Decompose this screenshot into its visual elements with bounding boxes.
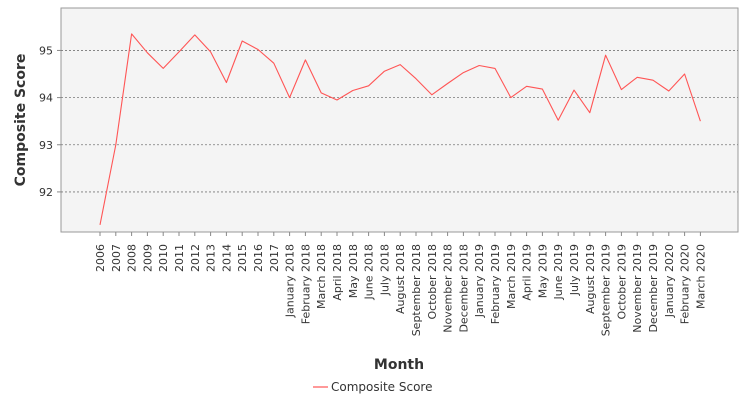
data-point xyxy=(510,96,512,98)
data-point xyxy=(383,70,385,72)
x-axis-ticks: 2006 2007 2008 2009 2010 2011 2012 2013 2014 2015… xyxy=(94,232,707,336)
x-tick-label: November 2019 xyxy=(631,244,644,333)
x-tick-label: January 2018 xyxy=(284,244,297,318)
legend: Composite Score xyxy=(313,380,432,394)
data-point xyxy=(699,120,701,122)
x-tick-label: April 2019 xyxy=(521,244,534,301)
data-point xyxy=(525,85,527,87)
x-tick-label: 2016 xyxy=(252,244,265,272)
data-point xyxy=(431,94,433,96)
data-point xyxy=(178,51,180,53)
legend-label: Composite Score xyxy=(331,380,432,394)
x-tick-label: March 2020 xyxy=(694,244,707,309)
data-point xyxy=(620,88,622,90)
data-point xyxy=(462,71,464,73)
x-tick-label: 2008 xyxy=(126,244,139,272)
y-tick-label: 94 xyxy=(39,92,53,105)
x-tick-label: June 2018 xyxy=(363,244,376,300)
data-point xyxy=(162,67,164,69)
data-point xyxy=(288,96,290,98)
x-tick-label: December 2018 xyxy=(457,244,470,333)
x-tick-label: February 2020 xyxy=(679,244,692,324)
data-point xyxy=(99,224,101,226)
x-tick-label: April 2018 xyxy=(331,244,344,301)
data-point xyxy=(367,85,369,87)
x-tick-label: 2017 xyxy=(268,244,281,272)
data-point xyxy=(415,78,417,80)
x-tick-label: September 2018 xyxy=(410,244,423,336)
data-point xyxy=(320,92,322,94)
data-point xyxy=(478,64,480,66)
plot-area xyxy=(60,7,739,233)
x-tick-label: November 2018 xyxy=(442,244,455,333)
data-point xyxy=(652,79,654,81)
x-tick-label: September 2019 xyxy=(600,244,613,336)
data-point xyxy=(589,111,591,113)
data-point xyxy=(494,67,496,69)
data-point xyxy=(209,51,211,53)
series-line-composite-score xyxy=(99,33,701,226)
data-point xyxy=(146,52,148,54)
x-axis-title: Month xyxy=(374,357,424,373)
y-axis-ticks: 92 93 94 95 xyxy=(39,44,61,199)
y-tick-label: 93 xyxy=(39,139,53,152)
data-point xyxy=(399,63,401,65)
x-tick-label: June 2019 xyxy=(552,244,565,300)
x-tick-label: August 2019 xyxy=(584,244,597,314)
grid-lines xyxy=(61,50,738,193)
data-point xyxy=(573,89,575,91)
y-tick-label: 95 xyxy=(39,44,53,57)
data-point xyxy=(636,76,638,78)
data-point xyxy=(304,59,306,61)
x-tick-label: May 2019 xyxy=(536,244,549,298)
y-axis-title: Composite Score xyxy=(13,54,29,187)
x-tick-label: February 2018 xyxy=(299,244,312,324)
data-point xyxy=(352,89,354,91)
x-tick-label: 2007 xyxy=(110,244,123,272)
x-tick-label: July 2018 xyxy=(378,244,391,296)
y-tick-label: 92 xyxy=(39,186,53,199)
data-point xyxy=(446,82,448,84)
x-tick-label: July 2019 xyxy=(568,244,581,296)
x-tick-label: January 2020 xyxy=(663,244,676,318)
series-layer xyxy=(99,33,701,226)
x-tick-label: 2012 xyxy=(189,244,202,272)
data-point xyxy=(668,90,670,92)
x-tick-label: October 2019 xyxy=(615,244,628,320)
data-point xyxy=(241,40,243,42)
x-tick-label: October 2018 xyxy=(426,244,439,320)
data-point xyxy=(257,48,259,50)
x-tick-label: 2015 xyxy=(236,244,249,272)
x-tick-label: 2009 xyxy=(141,244,154,272)
x-tick-label: February 2019 xyxy=(489,244,502,324)
x-tick-label: January 2019 xyxy=(473,244,486,318)
data-point xyxy=(604,54,606,56)
x-tick-label: 2006 xyxy=(94,244,107,272)
x-tick-label: December 2019 xyxy=(647,244,660,333)
x-tick-label: 2010 xyxy=(157,244,170,272)
data-point xyxy=(336,99,338,101)
data-point xyxy=(273,62,275,64)
x-tick-label: 2011 xyxy=(173,244,186,272)
data-point xyxy=(115,144,117,146)
x-tick-label: March 2018 xyxy=(315,244,328,309)
data-point xyxy=(130,33,132,35)
data-point xyxy=(194,34,196,36)
x-tick-label: 2013 xyxy=(205,244,218,272)
data-point xyxy=(557,119,559,121)
data-point xyxy=(541,88,543,90)
x-tick-label: March 2019 xyxy=(505,244,518,309)
x-tick-label: August 2018 xyxy=(394,244,407,314)
data-point xyxy=(683,73,685,75)
data-point xyxy=(225,81,227,83)
x-tick-label: May 2018 xyxy=(347,244,360,298)
x-tick-label: 2014 xyxy=(220,244,233,272)
